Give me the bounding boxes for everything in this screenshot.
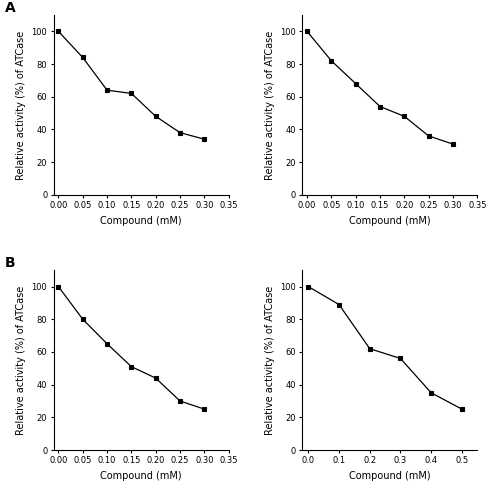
X-axis label: Compound (mM): Compound (mM) <box>349 216 431 226</box>
Y-axis label: Relative activity (%) of ATCase: Relative activity (%) of ATCase <box>16 30 26 180</box>
Text: A: A <box>4 0 15 14</box>
X-axis label: Compound (mM): Compound (mM) <box>100 216 182 226</box>
Y-axis label: Relative activity (%) of ATCase: Relative activity (%) of ATCase <box>264 30 275 180</box>
Text: B: B <box>4 256 15 270</box>
Y-axis label: Relative activity (%) of ATCase: Relative activity (%) of ATCase <box>264 286 275 434</box>
Y-axis label: Relative activity (%) of ATCase: Relative activity (%) of ATCase <box>16 286 26 434</box>
X-axis label: Compound (mM): Compound (mM) <box>349 471 431 481</box>
X-axis label: Compound (mM): Compound (mM) <box>100 471 182 481</box>
